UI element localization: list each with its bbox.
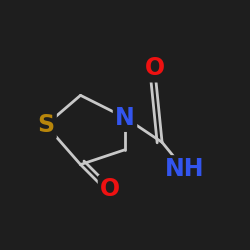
Text: O: O xyxy=(100,177,120,201)
Text: N: N xyxy=(115,106,135,130)
Text: NH: NH xyxy=(164,158,204,182)
Text: O: O xyxy=(144,56,165,80)
Text: S: S xyxy=(37,113,54,137)
